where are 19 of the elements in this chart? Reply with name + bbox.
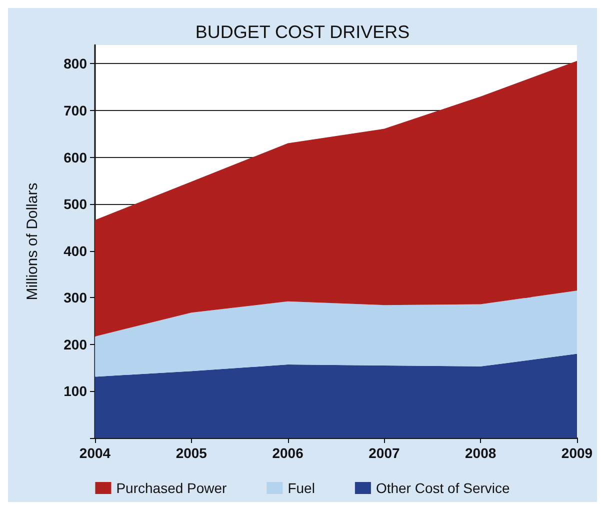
x-tick-label: 2006 (272, 445, 304, 461)
y-tick-label: 100 (64, 383, 88, 400)
legend-label: Purchased Power (116, 480, 228, 496)
legend-label: Other Cost of Service (376, 480, 510, 496)
chart-title: BUDGET COST DRIVERS (195, 22, 410, 42)
y-tick-label: 400 (64, 242, 88, 259)
y-tick-label: 500 (64, 196, 88, 212)
y-axis-title: Millions of Dollars (24, 182, 41, 300)
x-tick-label: 2009 (561, 445, 593, 461)
x-tick-label: 2005 (176, 445, 208, 461)
x-tick-label: 2008 (465, 445, 496, 461)
y-tick-label: 800 (64, 56, 88, 72)
y-tick-label: 200 (64, 336, 88, 352)
y-tick-label: 600 (64, 149, 88, 166)
x-tick-label: 2004 (79, 445, 111, 461)
x-tick-label: 2007 (368, 445, 400, 461)
y-tick-label: 300 (64, 290, 88, 306)
legend-label: Fuel (288, 480, 315, 496)
y-tick-label: 700 (64, 102, 88, 118)
